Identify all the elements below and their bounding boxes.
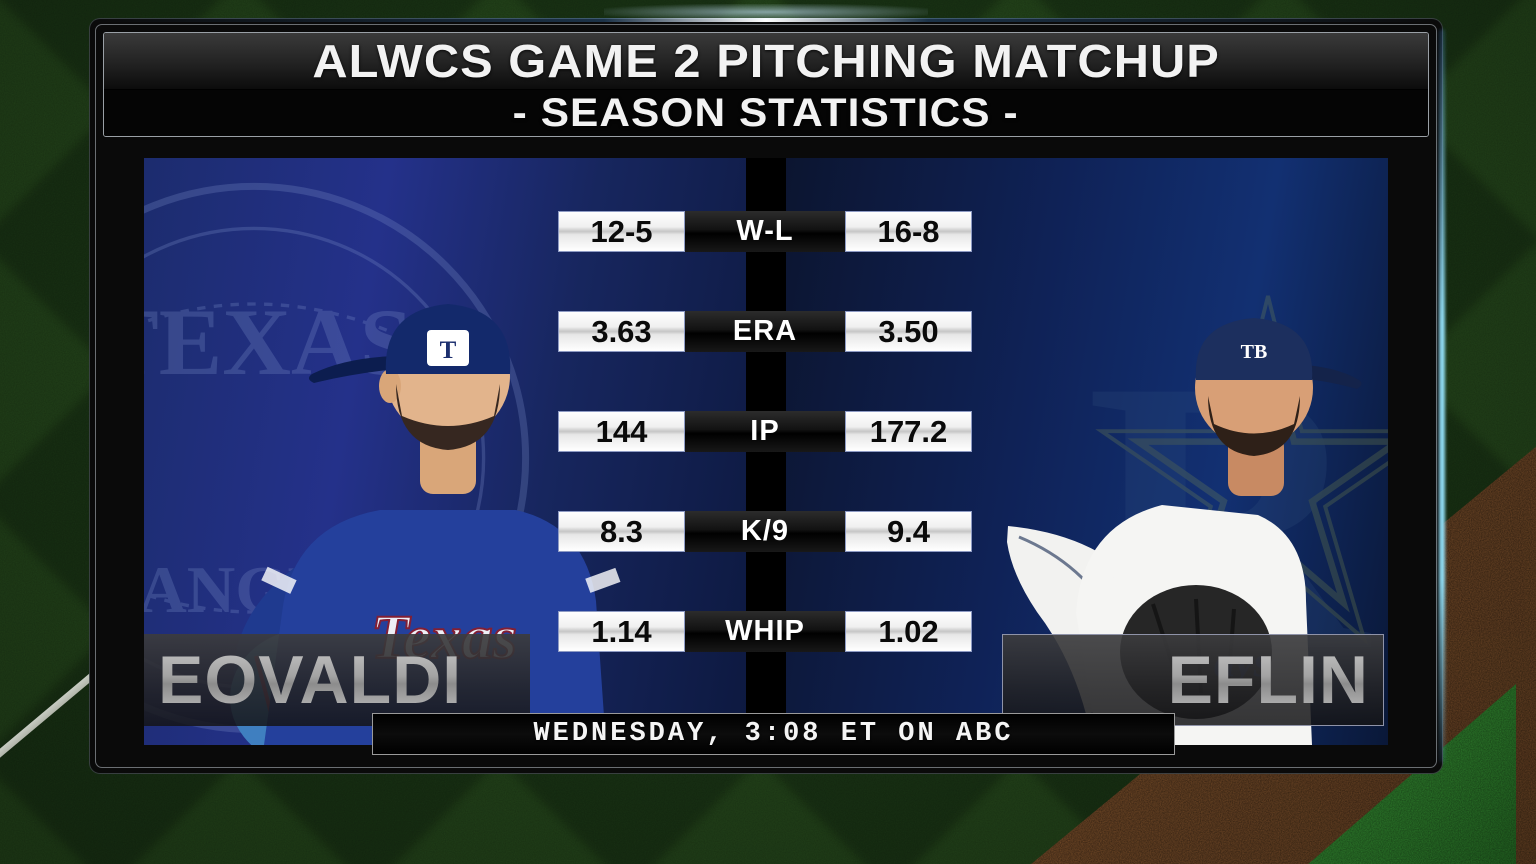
svg-text:T: T: [440, 337, 457, 364]
svg-text:TB: TB: [1241, 341, 1268, 363]
